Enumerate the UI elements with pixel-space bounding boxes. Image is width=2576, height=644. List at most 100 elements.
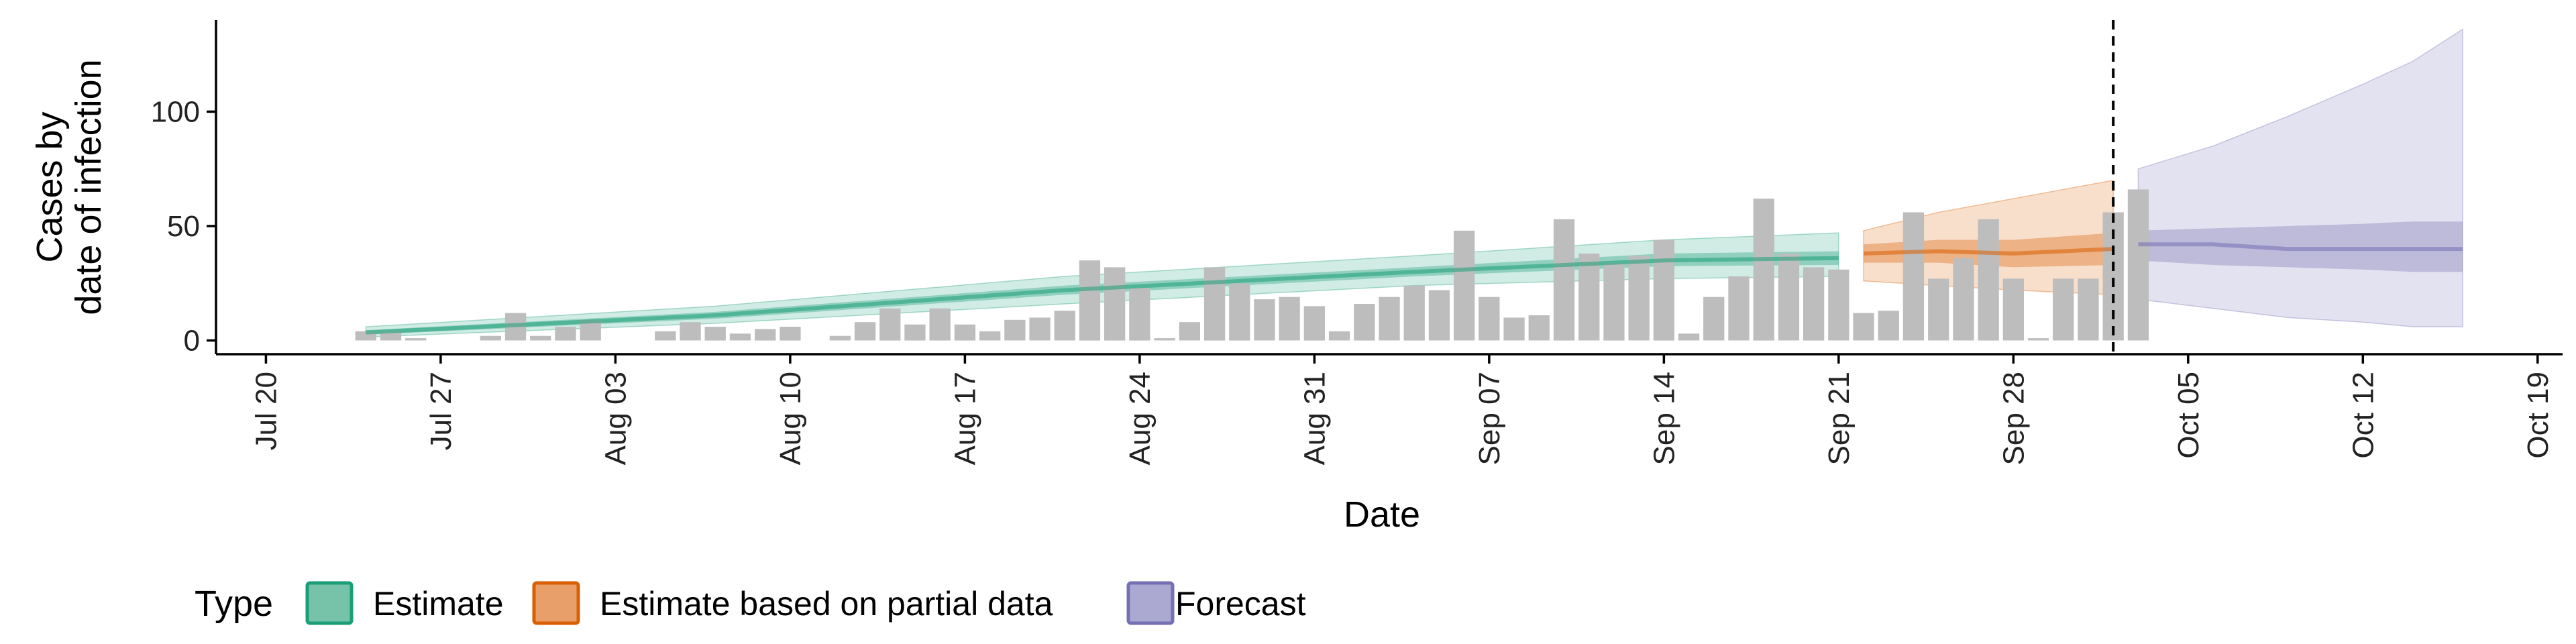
bar — [1528, 315, 1550, 341]
estimate-median-line — [366, 256, 1839, 335]
bar — [755, 329, 776, 341]
legend-label-partial: Estimate based on partial data — [600, 585, 1053, 623]
bar — [1179, 322, 1200, 341]
bar — [1553, 219, 1575, 341]
bar — [1953, 258, 1974, 341]
y-tick-label: 0 — [184, 325, 200, 358]
x-tick-label: Aug 10 — [774, 372, 807, 465]
bar — [655, 331, 676, 341]
forecast-inner-band — [2138, 221, 2463, 272]
bar — [1678, 333, 1700, 341]
bar — [1279, 297, 1300, 341]
bar — [2078, 278, 2099, 341]
forecast-outer-band — [2137, 28, 2463, 327]
bar — [1203, 267, 1226, 341]
bar — [1104, 267, 1126, 341]
bar — [2053, 278, 2074, 341]
bar — [1603, 262, 1625, 341]
x-tick-label: Sep 28 — [1997, 372, 2030, 465]
bar — [904, 324, 926, 341]
bar — [1828, 269, 1849, 341]
bar — [854, 322, 876, 341]
bar — [1229, 283, 1250, 341]
bar — [680, 322, 701, 341]
legend-key-estimate — [305, 581, 354, 625]
x-tick-label: Aug 24 — [1124, 372, 1157, 465]
bar — [1403, 285, 1425, 341]
x-axis: Jul 20 Jul 27 Aug 03 Aug 10 Aug 17 Aug 24 Aug … — [250, 354, 2555, 465]
legend-title: Type — [195, 584, 273, 624]
bar — [1653, 239, 1674, 341]
bar — [530, 335, 551, 341]
x-axis-title: Date — [1344, 494, 1420, 535]
bar-series — [355, 189, 2149, 341]
bar — [704, 327, 726, 341]
x-tick-label: Aug 03 — [599, 372, 632, 465]
x-tick-label: Sep 07 — [1473, 372, 1506, 465]
bar — [879, 308, 901, 341]
x-tick-label: Jul 27 — [425, 372, 458, 450]
bar — [1628, 256, 1650, 341]
bar — [1753, 199, 1774, 341]
y-tick-label: 50 — [167, 210, 200, 243]
bar — [1479, 297, 1500, 341]
bar — [1902, 212, 1925, 341]
bar — [1928, 278, 1949, 341]
bar — [380, 331, 402, 341]
legend-label-forecast: Forecast — [1175, 585, 1306, 623]
bar — [780, 327, 801, 341]
bar — [829, 335, 851, 341]
x-tick-label: Sep 14 — [1648, 372, 1680, 465]
bar — [1728, 276, 1750, 341]
y-tick-label: 100 — [151, 95, 200, 128]
bar — [729, 333, 751, 341]
y-axis: 0 50 100 — [151, 95, 216, 358]
x-tick-label: Jul 20 — [250, 372, 282, 450]
x-tick-label: Sep 21 — [1823, 372, 1856, 465]
bar — [1379, 297, 1400, 341]
legend-key-partial — [532, 581, 580, 625]
legend-label-estimate: Estimate — [373, 585, 504, 623]
legend-key-forecast — [1126, 581, 1175, 625]
bar — [1303, 306, 1325, 341]
bar — [1004, 319, 1026, 341]
legend: Type Estimate Estimate based on partial … — [195, 581, 1306, 625]
bar — [1578, 253, 1600, 341]
bar — [979, 331, 1001, 341]
bar — [954, 324, 976, 341]
forecast-median-line — [2138, 242, 2463, 252]
x-tick-label: Aug 17 — [949, 372, 981, 465]
bar — [1029, 317, 1051, 341]
median-lines — [366, 242, 2463, 335]
bar — [1454, 230, 1475, 341]
bar — [1853, 313, 1874, 341]
y-axis-title-line1: Cases by — [30, 111, 70, 262]
bar — [480, 335, 501, 341]
x-tick-label: Oct 12 — [2347, 372, 2379, 459]
bar — [1978, 219, 1999, 341]
y-axis-title-line2: date of infection — [68, 59, 109, 315]
x-tick-label: Oct 05 — [2172, 372, 2205, 459]
bar — [929, 308, 951, 341]
bar — [2127, 189, 2149, 341]
bar — [1079, 260, 1101, 341]
bar — [1878, 311, 1899, 341]
bar — [1254, 299, 1275, 341]
bar — [1428, 290, 1450, 341]
bar — [1503, 317, 1525, 341]
bar — [1328, 331, 1350, 341]
bar — [1803, 267, 1825, 341]
bar — [1703, 297, 1725, 341]
bar — [1354, 304, 1375, 341]
x-tick-label: Aug 31 — [1298, 372, 1331, 465]
bar — [1129, 288, 1150, 341]
bar — [2027, 338, 2049, 341]
x-tick-label: Oct 19 — [2522, 372, 2555, 459]
bar — [1778, 253, 1800, 341]
bar — [555, 327, 576, 341]
bar — [1054, 311, 1075, 341]
bar — [1154, 338, 1175, 341]
partial-median-line — [1863, 247, 2114, 256]
bar — [2002, 278, 2024, 341]
